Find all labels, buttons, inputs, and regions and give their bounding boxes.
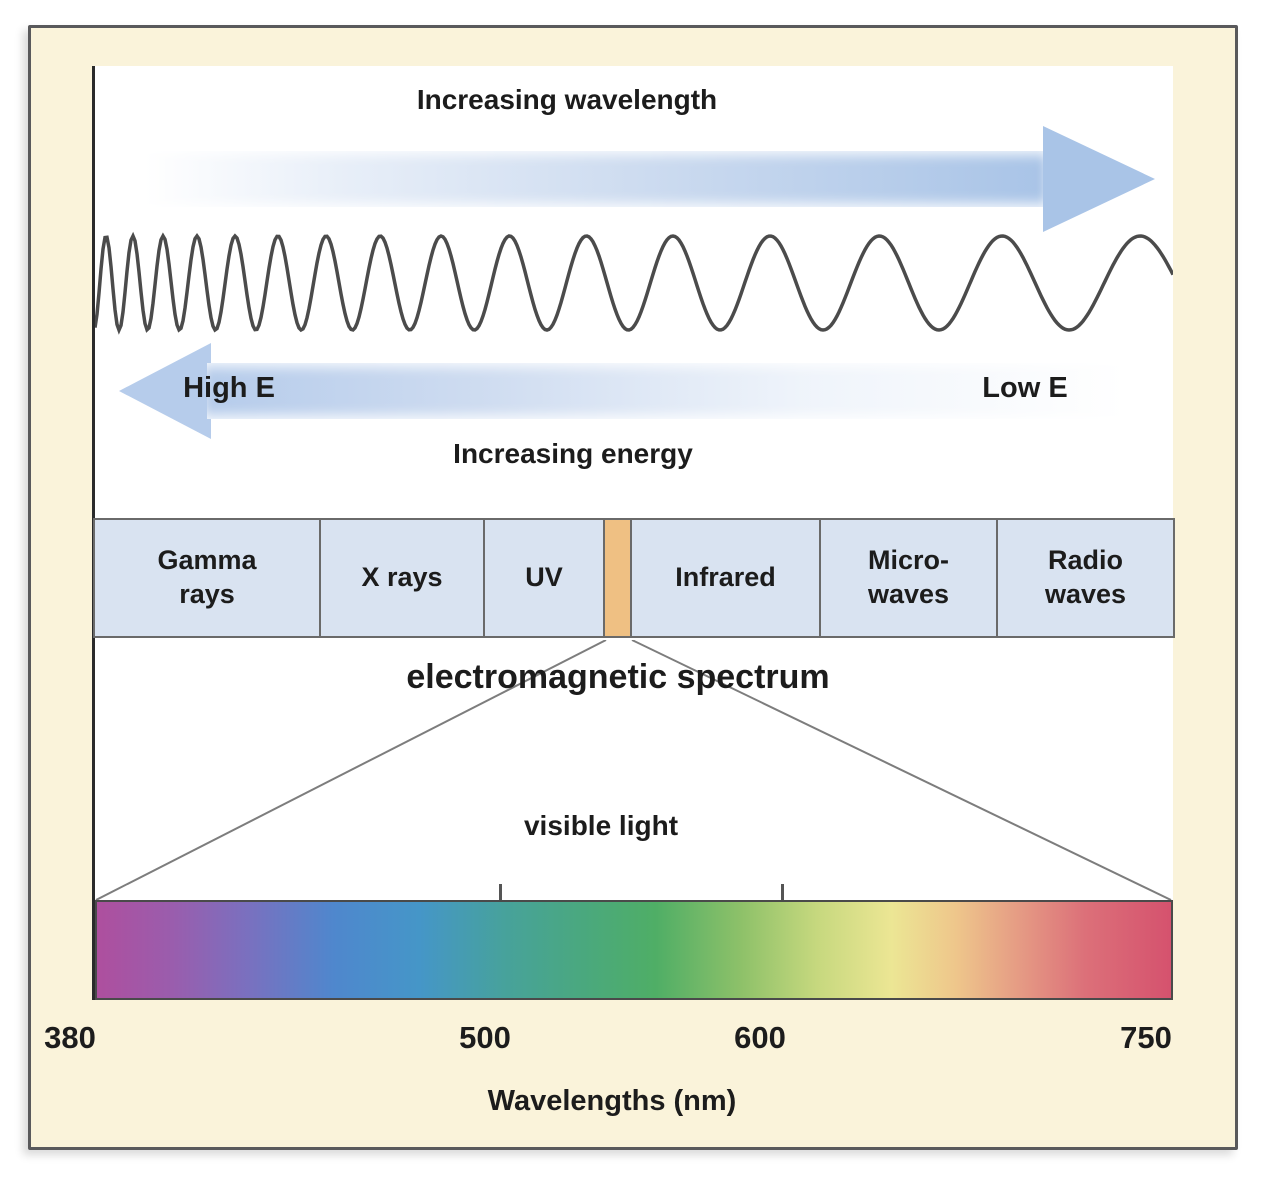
band-label-line: Infrared xyxy=(675,562,776,593)
band-x-rays: X rays xyxy=(321,520,485,636)
band-label-line: waves xyxy=(867,579,950,609)
wavelength-axis-caption: Wavelengths (nm) xyxy=(487,1085,737,1117)
visible-light-bar xyxy=(95,900,1173,1000)
tick-mark-500 xyxy=(499,884,502,900)
sine-wave xyxy=(95,231,1173,335)
band-label-line: X rays xyxy=(361,562,443,593)
outer-frame: Increasing wavelength High E Low E Incre… xyxy=(28,25,1238,1150)
axis-label-600: 600 xyxy=(734,1020,786,1055)
band-label-line: rays xyxy=(179,579,235,609)
wavelength-arrow-body xyxy=(145,151,1043,207)
high-energy-label: High E xyxy=(183,372,275,404)
band-label-line: Micro- xyxy=(868,545,949,576)
wave-path xyxy=(95,231,1173,335)
band-uv: UV xyxy=(485,520,605,636)
wavelength-arrow-right-icon xyxy=(1043,126,1155,232)
band-label-line: Radio xyxy=(1047,545,1123,576)
visible-light-label: visible light xyxy=(523,810,679,841)
axis-label-500: 500 xyxy=(459,1020,511,1055)
increasing-wavelength-label: Increasing wavelength xyxy=(416,84,718,115)
spectrum-band-table: Gamma rays X rays UV Infrared Micro- wav… xyxy=(93,518,1175,638)
band-radio-waves: Radio waves xyxy=(998,520,1173,636)
increasing-energy-label: Increasing energy xyxy=(453,438,693,469)
zoom-connector-lines xyxy=(95,640,1172,900)
band-infrared: Infrared xyxy=(632,520,821,636)
band-label-line: Gamma xyxy=(157,545,257,576)
band-gamma-rays: Gamma rays xyxy=(95,520,321,636)
band-label-line: UV xyxy=(525,562,563,593)
axis-label-380: 380 xyxy=(44,1020,96,1055)
low-energy-label: Low E xyxy=(982,372,1068,404)
electromagnetic-spectrum-title: electromagnetic spectrum xyxy=(406,658,830,696)
inner-panel: Increasing wavelength High E Low E Incre… xyxy=(92,66,1175,1000)
axis-label-750: 750 xyxy=(1120,1020,1172,1055)
tick-mark-600 xyxy=(781,884,784,900)
band-label-line: waves xyxy=(1044,579,1127,609)
band-visible-light xyxy=(605,520,632,636)
energy-arrow-body xyxy=(207,363,1125,419)
band-microwaves: Micro- waves xyxy=(821,520,998,636)
